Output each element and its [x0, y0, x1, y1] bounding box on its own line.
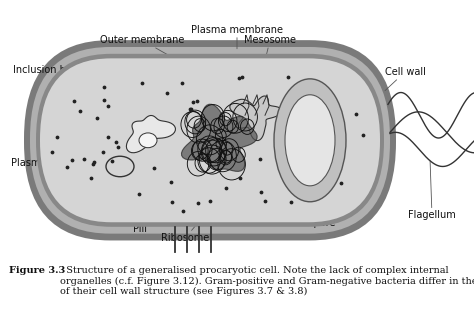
- Point: [48, 149, 56, 154]
- Point: [115, 144, 122, 150]
- Point: [81, 156, 88, 161]
- Point: [190, 99, 197, 104]
- Point: [257, 190, 264, 195]
- Point: [100, 84, 108, 90]
- Point: [104, 135, 112, 140]
- Text: Endospore: Endospore: [284, 195, 336, 228]
- Point: [90, 160, 98, 165]
- Point: [256, 156, 264, 161]
- Polygon shape: [182, 104, 257, 171]
- FancyBboxPatch shape: [30, 47, 390, 234]
- Point: [163, 90, 171, 95]
- Point: [168, 199, 176, 204]
- Point: [54, 134, 61, 139]
- Point: [138, 80, 146, 85]
- Point: [99, 150, 107, 155]
- Point: [178, 80, 186, 85]
- Point: [76, 108, 83, 113]
- Text: Plasmid: Plasmid: [11, 158, 103, 168]
- Text: Structure of a generalised procaryotic cell. Note the lack of complex internal
o: Structure of a generalised procaryotic c…: [61, 266, 474, 296]
- Text: Inclusion body: Inclusion body: [13, 65, 128, 94]
- Point: [188, 107, 195, 112]
- Point: [193, 99, 201, 104]
- Text: Mesosome: Mesosome: [244, 35, 296, 78]
- Text: Pili: Pili: [133, 204, 191, 234]
- Point: [238, 74, 246, 79]
- Point: [135, 191, 143, 196]
- Point: [262, 198, 269, 204]
- Point: [236, 175, 244, 180]
- Text: Flagellum: Flagellum: [408, 161, 456, 221]
- Text: Plasma membrane: Plasma membrane: [191, 25, 283, 49]
- Text: Figure 3.3: Figure 3.3: [9, 266, 66, 275]
- Text: Cell wall: Cell wall: [384, 67, 426, 91]
- Point: [87, 176, 95, 181]
- Point: [108, 158, 115, 163]
- Point: [100, 98, 108, 103]
- FancyBboxPatch shape: [24, 40, 396, 240]
- Ellipse shape: [274, 79, 346, 202]
- Polygon shape: [230, 96, 282, 141]
- Point: [112, 139, 119, 144]
- Point: [104, 104, 111, 109]
- Point: [71, 98, 78, 103]
- Point: [179, 208, 187, 213]
- Point: [222, 185, 230, 190]
- Point: [93, 115, 101, 120]
- Point: [235, 75, 243, 81]
- Polygon shape: [127, 116, 175, 153]
- Text: Nucleoid: Nucleoid: [227, 175, 269, 206]
- FancyBboxPatch shape: [40, 58, 380, 222]
- Text: Ribosome: Ribosome: [161, 211, 209, 243]
- Point: [89, 161, 97, 167]
- Point: [186, 106, 194, 111]
- Point: [359, 132, 367, 137]
- Ellipse shape: [139, 133, 157, 148]
- Point: [287, 200, 294, 205]
- Point: [284, 75, 292, 80]
- Point: [352, 112, 360, 117]
- Point: [167, 179, 175, 184]
- Point: [194, 201, 202, 206]
- Point: [150, 166, 158, 171]
- Text: Outer membrane: Outer membrane: [100, 35, 184, 55]
- Ellipse shape: [285, 95, 335, 186]
- Point: [68, 158, 76, 163]
- Point: [337, 180, 345, 186]
- FancyBboxPatch shape: [36, 54, 384, 227]
- Point: [207, 198, 214, 203]
- Point: [63, 165, 71, 170]
